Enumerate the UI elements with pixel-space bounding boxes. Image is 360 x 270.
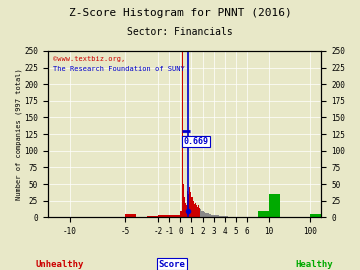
Bar bbox=[204, 212, 205, 217]
Text: Score: Score bbox=[158, 260, 185, 269]
Bar bbox=[185, 203, 186, 217]
Bar bbox=[205, 213, 206, 217]
Bar bbox=[199, 208, 200, 217]
Bar bbox=[203, 211, 204, 217]
Bar bbox=[181, 52, 183, 217]
Bar bbox=[211, 215, 212, 217]
Text: Healthy: Healthy bbox=[295, 260, 333, 269]
Bar bbox=[219, 216, 220, 217]
Bar bbox=[269, 194, 280, 217]
Bar bbox=[224, 216, 225, 217]
Bar bbox=[225, 216, 226, 217]
Bar bbox=[222, 216, 224, 217]
Bar bbox=[207, 213, 208, 217]
Bar bbox=[218, 215, 219, 217]
Bar bbox=[208, 213, 209, 217]
Bar bbox=[197, 207, 198, 217]
Bar bbox=[213, 215, 215, 217]
Bar bbox=[198, 205, 199, 217]
Y-axis label: Number of companies (997 total): Number of companies (997 total) bbox=[15, 68, 22, 200]
Text: Unhealthy: Unhealthy bbox=[36, 260, 84, 269]
Bar bbox=[220, 216, 221, 217]
Bar bbox=[186, 205, 187, 217]
Bar bbox=[258, 211, 269, 217]
Bar bbox=[125, 214, 136, 217]
Bar bbox=[147, 216, 158, 217]
Bar bbox=[158, 215, 170, 217]
Bar bbox=[170, 215, 180, 217]
Bar bbox=[209, 214, 210, 217]
Bar bbox=[195, 203, 196, 217]
Text: 0.669: 0.669 bbox=[184, 137, 208, 146]
Bar bbox=[210, 214, 211, 217]
Bar bbox=[206, 213, 207, 217]
Bar bbox=[216, 215, 217, 217]
Bar bbox=[184, 197, 185, 217]
Bar bbox=[310, 214, 321, 217]
Bar bbox=[193, 201, 194, 217]
Bar bbox=[190, 192, 192, 217]
Text: The Research Foundation of SUNY: The Research Foundation of SUNY bbox=[53, 66, 185, 72]
Bar bbox=[221, 216, 222, 217]
Text: ©www.textbiz.org,: ©www.textbiz.org, bbox=[53, 56, 126, 62]
Bar bbox=[194, 204, 195, 217]
Bar bbox=[192, 197, 193, 217]
Text: Sector: Financials: Sector: Financials bbox=[127, 27, 233, 37]
Bar bbox=[227, 216, 228, 217]
Bar bbox=[202, 211, 203, 217]
Text: Z-Score Histogram for PNNT (2016): Z-Score Histogram for PNNT (2016) bbox=[69, 8, 291, 18]
Bar bbox=[183, 184, 184, 217]
Bar bbox=[187, 191, 188, 217]
Bar bbox=[215, 215, 216, 217]
Bar bbox=[226, 216, 227, 217]
Bar bbox=[189, 187, 190, 217]
Bar bbox=[180, 211, 181, 217]
Bar bbox=[217, 215, 218, 217]
Bar bbox=[200, 210, 202, 217]
Bar bbox=[196, 205, 197, 217]
Bar bbox=[188, 194, 189, 217]
Bar bbox=[212, 215, 213, 217]
